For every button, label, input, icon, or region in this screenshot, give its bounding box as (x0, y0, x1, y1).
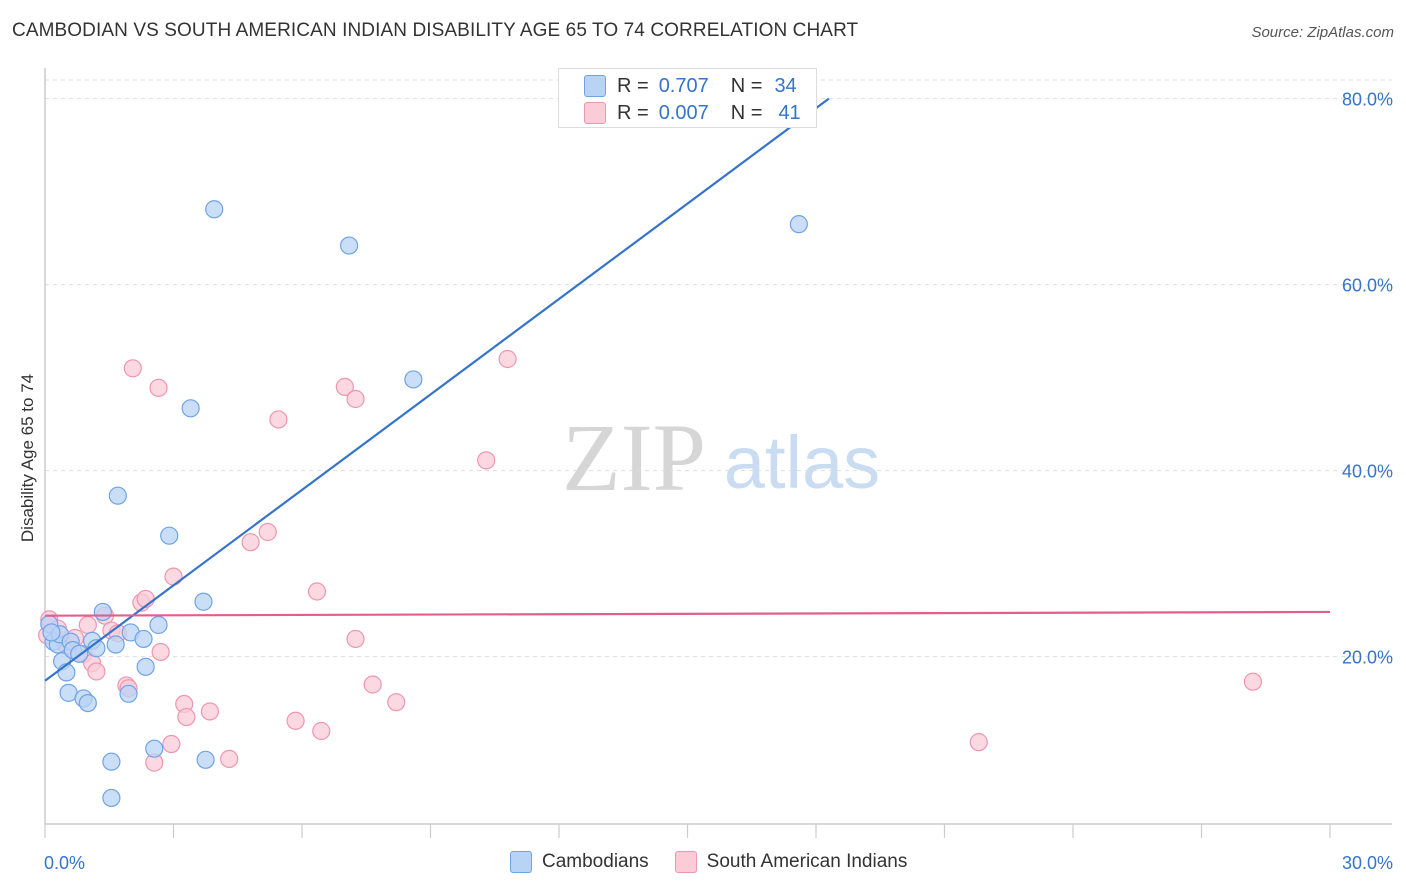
point-south-american-indians (307, 582, 327, 601)
point-south-american-indians (312, 721, 331, 741)
point-south-american-indians (123, 359, 142, 378)
trend-line-cambodians (44, 97, 830, 682)
point-south-american-indians (151, 642, 170, 662)
y-tick-label: 80.0% (1342, 90, 1393, 110)
point-cambodians (181, 399, 200, 418)
point-cambodians (108, 486, 127, 505)
point-cambodians (102, 788, 121, 808)
point-cambodians (194, 592, 213, 611)
n-value: 41 (778, 101, 801, 124)
x-tick-label: 30.0% (1342, 853, 1393, 873)
y-tick-label: 40.0% (1342, 462, 1393, 482)
legend-swatch-blue (584, 75, 606, 97)
point-south-american-indians (346, 389, 365, 409)
point-south-american-indians (1243, 672, 1263, 691)
point-south-american-indians (269, 410, 288, 429)
point-south-american-indians (87, 662, 106, 681)
x-tick-label: 0.0% (44, 853, 85, 873)
point-cambodians (160, 526, 179, 545)
bottom-legend: Cambodians South American Indians (510, 851, 907, 873)
point-south-american-indians (363, 675, 382, 694)
point-cambodians (134, 629, 153, 649)
n-label: N = (730, 74, 763, 97)
point-cambodians (404, 370, 423, 389)
point-cambodians (106, 635, 125, 654)
point-south-american-indians (164, 567, 183, 586)
point-cambodians (196, 750, 215, 769)
point-cambodians (102, 752, 121, 771)
n-value: 34 (774, 74, 797, 97)
trend-line-south-american-indians (44, 610, 1331, 617)
point-cambodians (205, 200, 224, 219)
stats-legend: R = 0.707 N = 34 R = 0.007 N = 41 (558, 68, 817, 128)
watermark-atlas: atlas (724, 421, 880, 504)
point-cambodians (149, 615, 168, 635)
point-cambodians (78, 693, 97, 713)
point-cambodians (93, 602, 112, 622)
point-south-american-indians (241, 533, 260, 552)
point-south-american-indians (286, 711, 305, 730)
point-south-american-indians (162, 734, 181, 754)
point-south-american-indians (346, 629, 365, 649)
point-south-american-indians (78, 615, 97, 635)
watermark-zip: ZIP (562, 404, 706, 511)
point-south-american-indians (335, 377, 354, 396)
legend-swatch-pink (584, 102, 606, 124)
y-axis-label: Disability Age 65 to 74 (18, 373, 37, 543)
point-south-american-indians (258, 522, 277, 542)
point-south-american-indians (498, 349, 517, 369)
point-cambodians (42, 623, 61, 642)
point-cambodians (136, 657, 155, 676)
point-cambodians (145, 739, 164, 758)
point-cambodians (119, 684, 138, 703)
legend-label-south-american-indians: South American Indians (706, 851, 908, 872)
legend-item-cambodians: Cambodians (510, 851, 649, 873)
point-cambodians (57, 663, 76, 682)
r-value: 0.707 (658, 74, 709, 97)
legend-label-cambodians: Cambodians (542, 851, 649, 872)
point-south-american-indians (387, 693, 406, 712)
n-label: N = (730, 101, 763, 124)
point-south-american-indians (477, 451, 496, 470)
point-south-american-indians (200, 702, 220, 721)
point-south-american-indians (149, 378, 168, 397)
chart-title: CAMBODIAN VS SOUTH AMERICAN INDIAN DISAB… (12, 20, 859, 41)
legend-swatch-blue (510, 851, 532, 873)
source-label: Source: ZipAtlas.com (1251, 24, 1394, 41)
point-cambodians (340, 236, 359, 255)
point-south-american-indians (969, 733, 988, 752)
legend-item-south-american-indians: South American Indians (674, 851, 908, 873)
stats-row-south-american-indians: R = 0.007 N = 41 (584, 100, 801, 126)
y-tick-label: 60.0% (1342, 276, 1393, 296)
point-south-american-indians (177, 707, 196, 727)
y-tick-label: 20.0% (1342, 648, 1393, 668)
point-cambodians (789, 215, 808, 234)
stats-row-cambodians: R = 0.707 N = 34 (584, 73, 797, 99)
r-label: R = (617, 74, 649, 97)
r-value: 0.007 (658, 101, 709, 124)
r-label: R = (617, 101, 649, 124)
legend-swatch-pink (674, 851, 697, 873)
point-south-american-indians (220, 749, 239, 769)
